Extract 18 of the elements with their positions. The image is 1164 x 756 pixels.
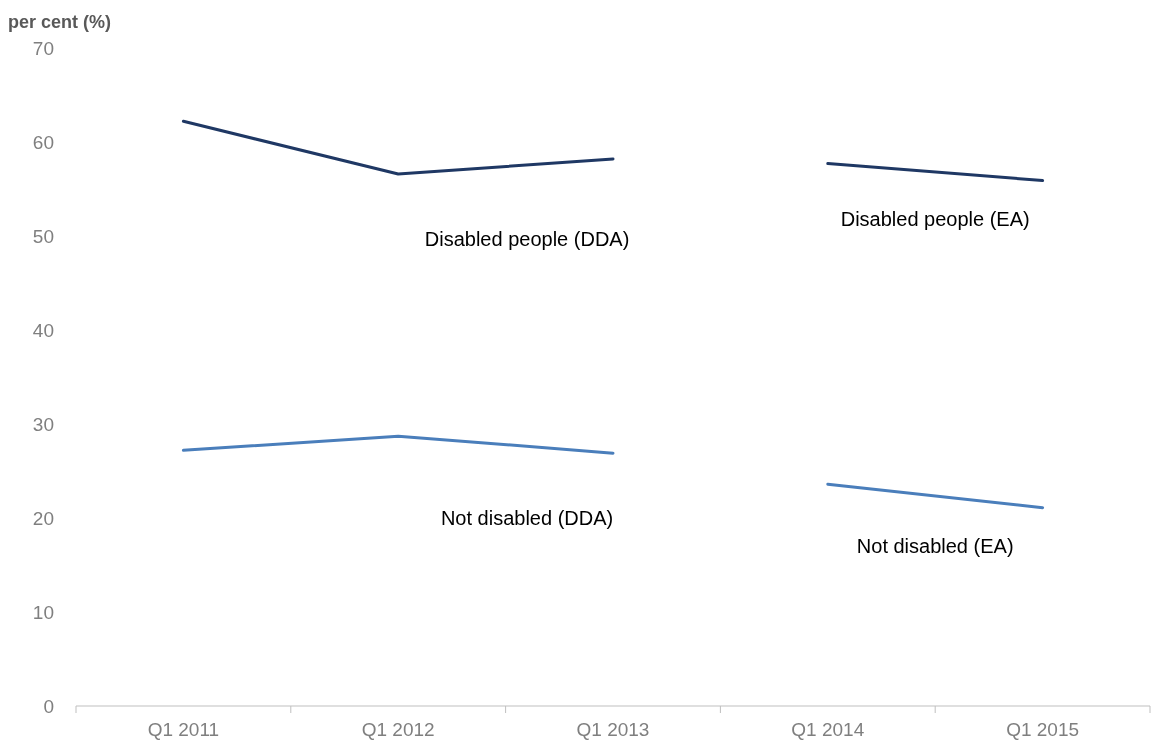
x-tick-label: Q1 2014 bbox=[791, 719, 865, 740]
x-tick-label: Q1 2012 bbox=[361, 719, 435, 740]
y-axis-title: per cent (%) bbox=[8, 12, 112, 32]
y-tick-label: 60 bbox=[32, 131, 54, 153]
x-tick-label: Q1 2013 bbox=[576, 719, 650, 740]
x-tick-label: Q1 2011 bbox=[147, 719, 220, 740]
text: Disabled people (DDA) bbox=[424, 227, 630, 250]
y-tick-label: 50 bbox=[32, 225, 54, 247]
series-label: Disabled people (EA) bbox=[840, 207, 1030, 230]
series-label: Not disabled (EA) bbox=[856, 534, 1014, 557]
y-tick-label: 40 bbox=[32, 319, 54, 341]
text: Not disabled (DDA) bbox=[440, 507, 614, 530]
y-tick-label: 20 bbox=[32, 507, 54, 529]
y-tick-label: 10 bbox=[32, 601, 54, 623]
y-tick-label: 0 bbox=[43, 695, 54, 717]
x-tick-label: Q1 2015 bbox=[1006, 719, 1080, 740]
y-tick-label: 70 bbox=[32, 37, 54, 59]
y-tick-label: 30 bbox=[32, 413, 54, 435]
